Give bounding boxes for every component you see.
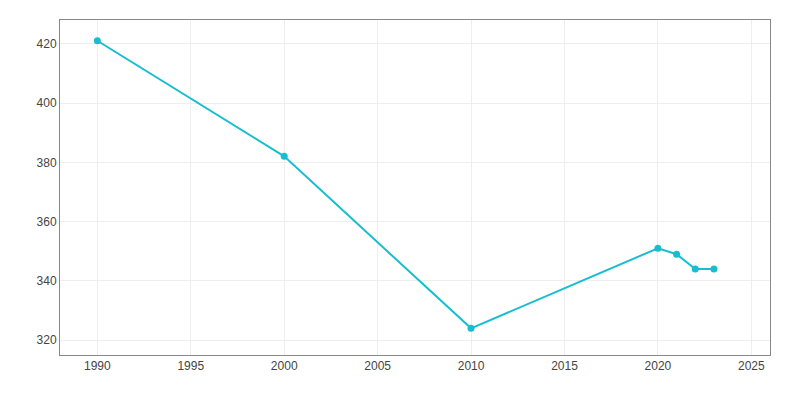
svg-text:2005: 2005 [364,359,391,373]
svg-text:420: 420 [37,37,57,51]
svg-text:360: 360 [37,215,57,229]
svg-text:2010: 2010 [458,359,485,373]
svg-text:1990: 1990 [84,359,111,373]
svg-text:340: 340 [37,274,57,288]
svg-text:320: 320 [37,333,57,347]
svg-text:2000: 2000 [271,359,298,373]
svg-text:1995: 1995 [177,359,204,373]
svg-text:2015: 2015 [551,359,578,373]
svg-text:2025: 2025 [738,359,765,373]
svg-text:400: 400 [37,96,57,110]
svg-text:380: 380 [37,156,57,170]
svg-text:2020: 2020 [645,359,672,373]
